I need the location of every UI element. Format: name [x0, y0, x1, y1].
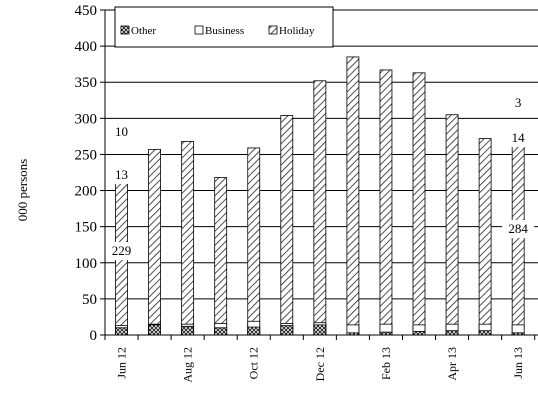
bar-other-jun-12 [115, 327, 128, 336]
bar-holiday-jan-13 [346, 56, 360, 336]
legend-box [114, 6, 334, 48]
bar-other-mar-13 [412, 330, 426, 336]
y-axis-label: 000 persons [15, 159, 30, 221]
legend-label-business: Business [205, 25, 244, 37]
bar-other-nov-12 [280, 325, 294, 336]
bar-holiday-oct-12 [247, 147, 261, 336]
data-label-bg [510, 94, 527, 112]
bar-holiday-dec-12 [313, 80, 327, 336]
y-tick-label: 450 [75, 3, 98, 19]
legend-swatch-other [120, 25, 130, 35]
data-label-bg [109, 123, 134, 141]
legend-label-other: Other [131, 25, 156, 37]
x-tick-label: Jun 13 [511, 347, 525, 379]
data-label-bg [105, 242, 138, 260]
legend-swatch-holiday [268, 25, 278, 35]
data-label: 14 [512, 130, 526, 145]
y-tick-label: 200 [75, 184, 98, 200]
data-labels: 229 13 10 284 14 3 [105, 94, 535, 260]
bar-other-jul-12 [148, 324, 161, 336]
bar-other-dec-12 [313, 324, 327, 336]
x-tick-label: Oct 12 [247, 347, 261, 379]
data-label: 229 [112, 243, 132, 258]
y-axis-ticks: 0 50 100 150 200 250 300 350 400 450 [75, 3, 105, 344]
bar-other-oct-12 [247, 326, 261, 336]
bar-other-sep-12 [214, 327, 228, 336]
bar-other-may-13 [478, 330, 492, 336]
x-tick-label: Dec 12 [313, 347, 327, 381]
bar-holiday-aug-12 [181, 141, 195, 336]
data-label: 3 [515, 95, 522, 110]
data-label: 10 [115, 124, 128, 139]
x-tick-label: Apr 13 [445, 347, 459, 381]
y-tick-label: 400 [75, 39, 98, 55]
x-tick-label: Jun 12 [115, 347, 129, 379]
bars [115, 56, 525, 336]
x-tick-label: Aug 12 [181, 347, 195, 383]
bar-holiday-nov-12 [280, 115, 294, 336]
legend-swatch-business [194, 25, 204, 35]
y-tick-label: 350 [75, 75, 98, 91]
data-label-bg [109, 166, 134, 184]
legend-label-holiday: Holiday [279, 25, 315, 37]
bar-holiday-may-13 [478, 138, 492, 336]
y-tick-label: 250 [75, 147, 98, 163]
data-label: 284 [508, 221, 528, 236]
data-label-bg [506, 129, 531, 147]
bar-holiday-apr-13 [445, 114, 459, 336]
x-axis-ticks: Jun 12 Aug 12 Oct 12 Dec 12 Feb 13 Apr 13 Jun … [104, 335, 536, 383]
bar-holiday-mar-13 [412, 72, 426, 336]
bar-holiday-sep-12 [214, 177, 228, 336]
y-tick-label: 50 [82, 292, 97, 308]
legend: Other Business Holiday [114, 6, 334, 48]
x-tick-label: Feb 13 [379, 347, 393, 380]
y-tick-label: 0 [90, 328, 98, 344]
bar-other-apr-13 [445, 330, 459, 336]
y-tick-label: 300 [75, 111, 98, 127]
bar-other-aug-12 [181, 325, 195, 336]
bar-holiday-feb-13 [379, 69, 393, 336]
data-label: 13 [115, 167, 128, 182]
y-tick-label: 150 [75, 220, 98, 236]
y-tick-label: 100 [75, 256, 98, 272]
data-label-bg [502, 220, 535, 238]
bar-holiday-jul-12 [148, 148, 161, 336]
